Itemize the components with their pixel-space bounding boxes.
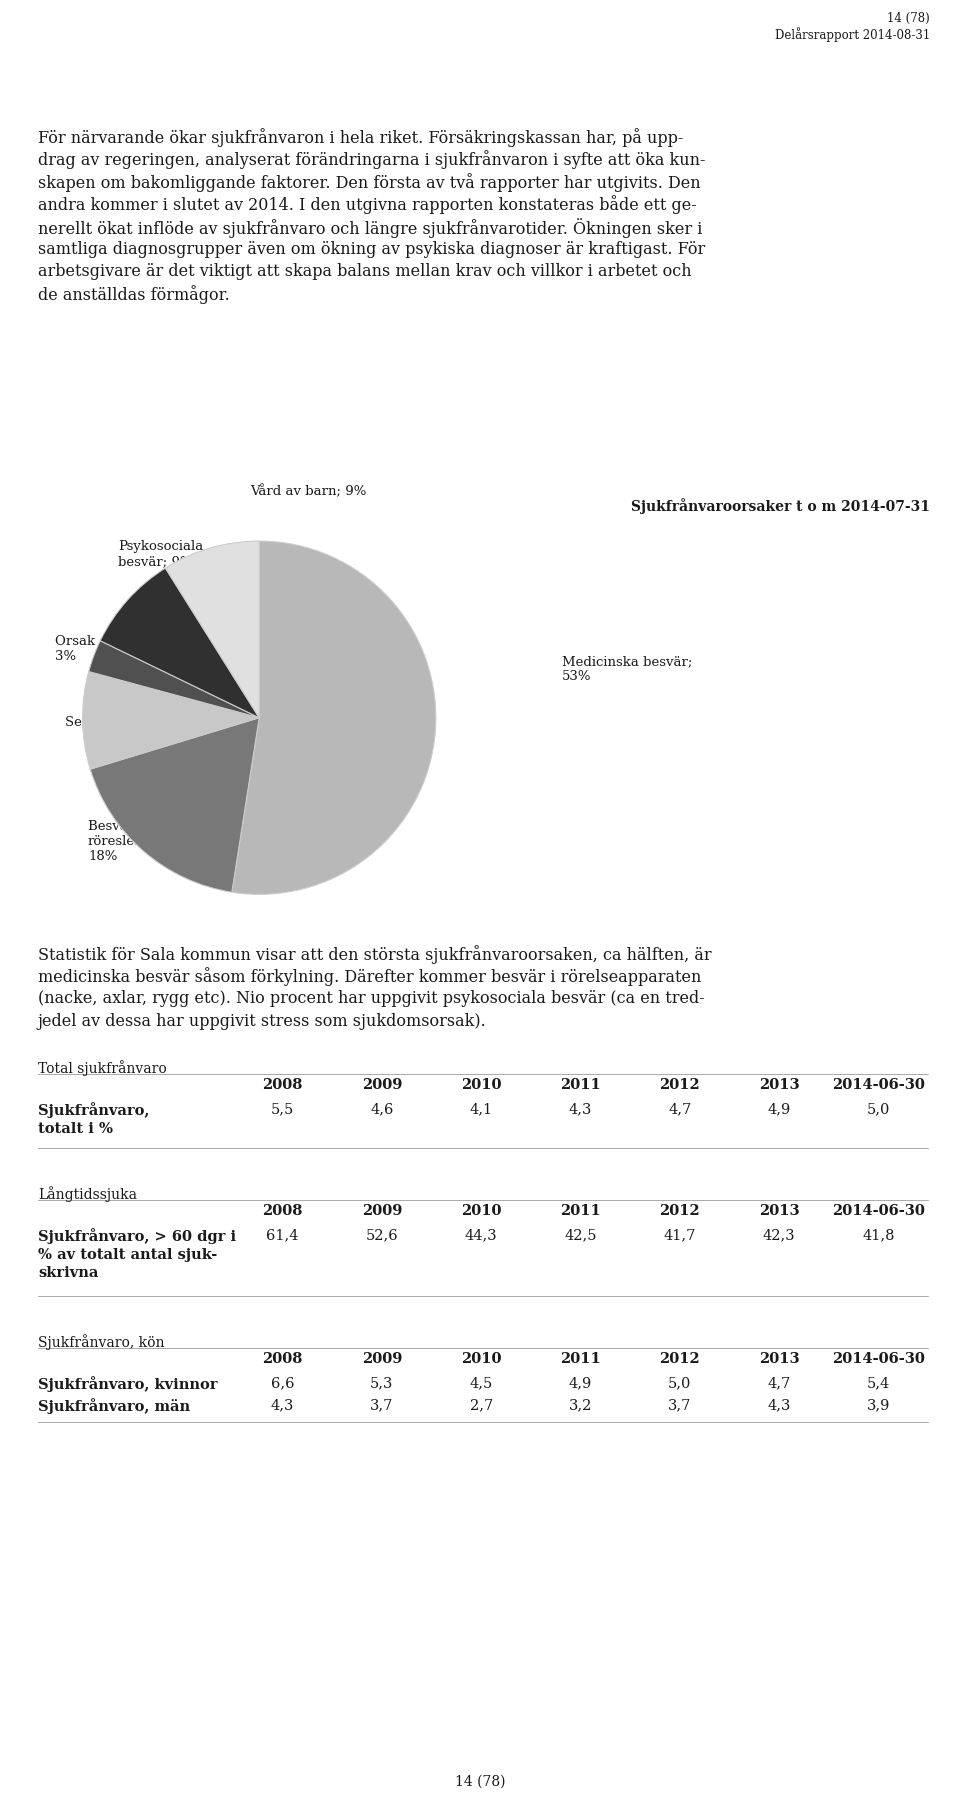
Text: 2014-06-30: 2014-06-30 bbox=[832, 1077, 924, 1092]
Text: 2011: 2011 bbox=[560, 1352, 601, 1366]
Text: 42,5: 42,5 bbox=[564, 1228, 597, 1243]
Wedge shape bbox=[231, 541, 436, 894]
Text: 2010: 2010 bbox=[461, 1352, 501, 1366]
Text: 2008: 2008 bbox=[262, 1077, 302, 1092]
Text: Sjukfrånvaro, kön: Sjukfrånvaro, kön bbox=[38, 1334, 164, 1350]
Text: andra kommer i slutet av 2014. I den utgivna rapporten konstateras både ett ge-: andra kommer i slutet av 2014. I den utg… bbox=[38, 196, 697, 214]
Text: Total sjukfrånvaro: Total sjukfrånvaro bbox=[38, 1059, 167, 1076]
Text: Medicinska besvär;
53%: Medicinska besvär; 53% bbox=[562, 654, 692, 683]
Text: 4,1: 4,1 bbox=[469, 1101, 492, 1116]
Text: 5,0: 5,0 bbox=[867, 1101, 890, 1116]
Text: 5,0: 5,0 bbox=[668, 1375, 691, 1390]
Text: 4,9: 4,9 bbox=[767, 1101, 791, 1116]
Text: 2013: 2013 bbox=[758, 1077, 800, 1092]
Text: 41,8: 41,8 bbox=[862, 1228, 895, 1243]
Wedge shape bbox=[90, 718, 259, 892]
Text: 3,2: 3,2 bbox=[569, 1397, 592, 1412]
Text: medicinska besvär såsom förkylning. Därefter kommer besvär i rörelseapparaten: medicinska besvär såsom förkylning. Däre… bbox=[38, 967, 702, 987]
Text: nerellt ökat inflöde av sjukfrånvaro och längre sjukfrånvarotider. Ökningen sker: nerellt ökat inflöde av sjukfrånvaro och… bbox=[38, 218, 703, 238]
Text: 2010: 2010 bbox=[461, 1077, 501, 1092]
Text: 4,9: 4,9 bbox=[569, 1375, 592, 1390]
Text: För närvarande ökar sjukfrånvaron i hela riket. Försäkringskassan har, på upp-: För närvarande ökar sjukfrånvaron i hela… bbox=[38, 127, 684, 147]
Text: 4,5: 4,5 bbox=[469, 1375, 492, 1390]
Text: Sjukfrånvaro,
totalt i %: Sjukfrånvaro, totalt i % bbox=[38, 1101, 150, 1136]
Text: skapen om bakomliggande faktorer. Den första av två rapporter har utgivits. Den: skapen om bakomliggande faktorer. Den fö… bbox=[38, 173, 701, 193]
Text: 2009: 2009 bbox=[362, 1077, 402, 1092]
Text: Sekretess; 9%: Sekretess; 9% bbox=[65, 716, 160, 729]
Text: Besvär i
röresleapparaten;
18%: Besvär i röresleapparaten; 18% bbox=[88, 819, 208, 863]
Text: 2014-06-30: 2014-06-30 bbox=[832, 1205, 924, 1217]
Text: 44,3: 44,3 bbox=[465, 1228, 497, 1243]
Text: arbetsgivare är det viktigt att skapa balans mellan krav och villkor i arbetet o: arbetsgivare är det viktigt att skapa ba… bbox=[38, 263, 691, 280]
Text: 3,7: 3,7 bbox=[668, 1397, 691, 1412]
Text: (nacke, axlar, rygg etc). Nio procent har uppgivit psykosociala besvär (ca en tr: (nacke, axlar, rygg etc). Nio procent ha… bbox=[38, 990, 705, 1007]
Text: 4,7: 4,7 bbox=[668, 1101, 691, 1116]
Text: 2011: 2011 bbox=[560, 1205, 601, 1217]
Text: 2010: 2010 bbox=[461, 1205, 501, 1217]
Text: 5,5: 5,5 bbox=[271, 1101, 295, 1116]
Text: Orsak ej förmedlad;
3%: Orsak ej förmedlad; 3% bbox=[55, 634, 189, 663]
Text: samtliga diagnosgrupper även om ökning av psykiska diagnoser är kraftigast. För: samtliga diagnosgrupper även om ökning a… bbox=[38, 240, 706, 258]
Text: Vård av barn; 9%: Vård av barn; 9% bbox=[250, 485, 366, 498]
Wedge shape bbox=[83, 672, 259, 769]
Text: Statistik för Sala kommun visar att den största sjukfrånvaroorsaken, ca hälften,: Statistik för Sala kommun visar att den … bbox=[38, 945, 711, 963]
Text: 4,3: 4,3 bbox=[569, 1101, 592, 1116]
Text: 2008: 2008 bbox=[262, 1205, 302, 1217]
Text: 4,7: 4,7 bbox=[767, 1375, 791, 1390]
Text: 2013: 2013 bbox=[758, 1205, 800, 1217]
Text: 4,6: 4,6 bbox=[371, 1101, 394, 1116]
Text: 4,3: 4,3 bbox=[271, 1397, 295, 1412]
Text: Sjukfrånvaro, > 60 dgr i
% av totalt antal sjuk-
skrivna: Sjukfrånvaro, > 60 dgr i % av totalt ant… bbox=[38, 1228, 236, 1279]
Text: Långtidssjuka: Långtidssjuka bbox=[38, 1187, 137, 1201]
Text: 2013: 2013 bbox=[758, 1352, 800, 1366]
Text: Sjukfrånvaro, kvinnor: Sjukfrånvaro, kvinnor bbox=[38, 1375, 218, 1392]
Text: 6,6: 6,6 bbox=[271, 1375, 295, 1390]
Text: Psykosociala
besvär; 9%: Psykosociala besvär; 9% bbox=[118, 540, 204, 569]
Text: 3,7: 3,7 bbox=[371, 1397, 394, 1412]
Text: 2014-06-30: 2014-06-30 bbox=[832, 1352, 924, 1366]
Text: 2009: 2009 bbox=[362, 1352, 402, 1366]
Text: 2012: 2012 bbox=[660, 1205, 700, 1217]
Text: 2009: 2009 bbox=[362, 1205, 402, 1217]
Text: 3,9: 3,9 bbox=[867, 1397, 890, 1412]
Text: drag av regeringen, analyserat förändringarna i sjukfrånvaron i syfte att öka ku: drag av regeringen, analyserat förändrin… bbox=[38, 151, 706, 169]
Text: de anställdas förmågor.: de anställdas förmågor. bbox=[38, 285, 229, 305]
Text: 52,6: 52,6 bbox=[366, 1228, 398, 1243]
Text: 2012: 2012 bbox=[660, 1077, 700, 1092]
Text: 5,3: 5,3 bbox=[371, 1375, 394, 1390]
Wedge shape bbox=[88, 641, 259, 718]
Text: 42,3: 42,3 bbox=[763, 1228, 796, 1243]
Text: 14 (78): 14 (78) bbox=[455, 1775, 505, 1790]
Wedge shape bbox=[100, 569, 259, 718]
Text: 2011: 2011 bbox=[560, 1077, 601, 1092]
Wedge shape bbox=[165, 541, 259, 718]
Text: 4,3: 4,3 bbox=[767, 1397, 791, 1412]
Text: jedel av dessa har uppgivit stress som sjukdomsorsak).: jedel av dessa har uppgivit stress som s… bbox=[38, 1012, 487, 1030]
Text: Sjukfrånvaroorsaker t o m 2014-07-31: Sjukfrånvaroorsaker t o m 2014-07-31 bbox=[631, 498, 930, 514]
Text: 5,4: 5,4 bbox=[867, 1375, 890, 1390]
Text: 14 (78)
Delårsrapport 2014-08-31: 14 (78) Delårsrapport 2014-08-31 bbox=[775, 13, 930, 42]
Text: Sjukfrånvaro, män: Sjukfrånvaro, män bbox=[38, 1397, 190, 1414]
Text: 2008: 2008 bbox=[262, 1352, 302, 1366]
Text: 41,7: 41,7 bbox=[663, 1228, 696, 1243]
Text: 61,4: 61,4 bbox=[266, 1228, 299, 1243]
Text: 2,7: 2,7 bbox=[469, 1397, 492, 1412]
Text: 2012: 2012 bbox=[660, 1352, 700, 1366]
